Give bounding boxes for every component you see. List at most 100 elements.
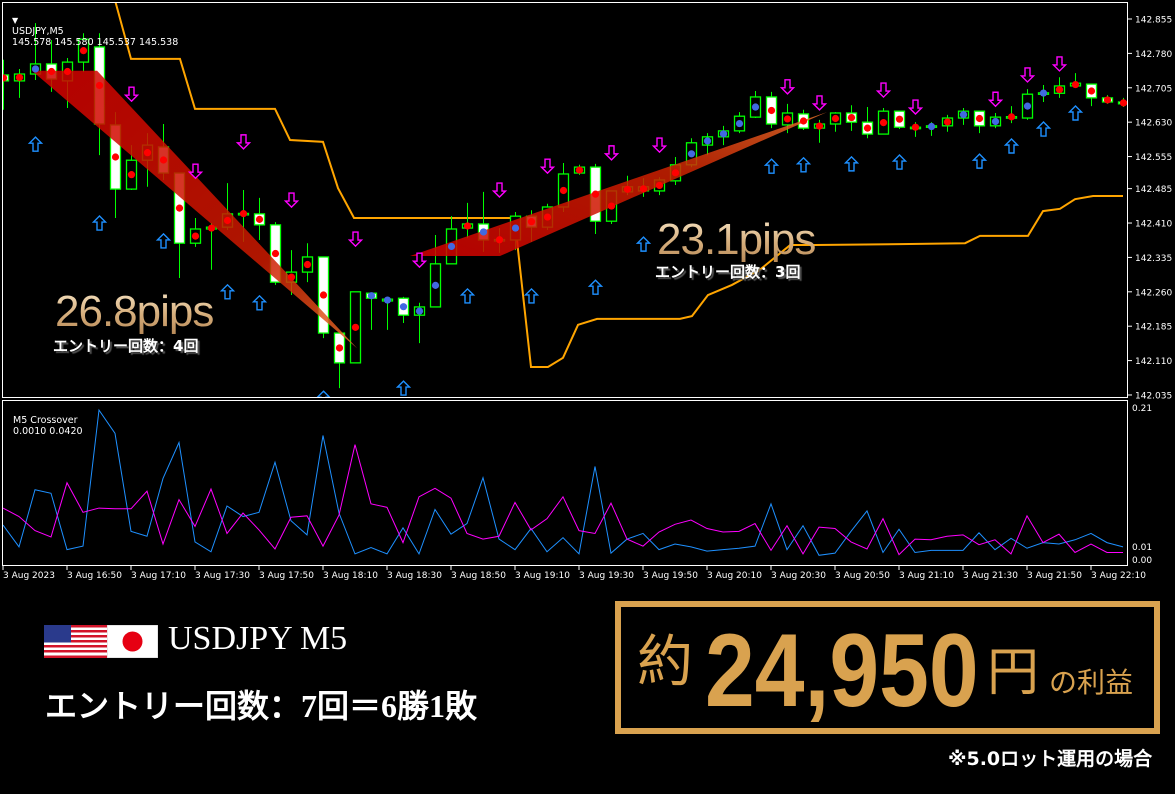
- price-chart[interactable]: 142.855 142.780 142.705 142.630 142.555 142.4…: [0, 0, 1175, 590]
- sell-arrow-icon: [235, 134, 252, 150]
- red-signal-dot: [463, 222, 472, 230]
- price-tick-label: 142.630: [1135, 119, 1172, 129]
- red-signal-dot: [879, 119, 888, 127]
- buy-arrow-icon: [219, 283, 236, 300]
- buy-arrow-icon: [795, 156, 812, 173]
- candle: [333, 332, 346, 389]
- price-tick-label: 142.260: [1135, 288, 1172, 298]
- pair-timeframe-title: USDJPY M5: [168, 620, 348, 657]
- price-tick-label: 142.780: [1135, 50, 1172, 60]
- red-signal-dot: [767, 106, 776, 115]
- candle: [861, 107, 874, 139]
- trade1-pips-label: 26.8pips: [55, 287, 214, 336]
- red-signal-dot: [863, 124, 872, 132]
- red-signal-dot: [591, 190, 600, 198]
- sell-arrow-icon: [347, 231, 364, 248]
- blue-signal-dot: [751, 103, 760, 111]
- time-tick-label: 3 Aug 22:10: [1091, 571, 1146, 581]
- sell-arrow-icon: [603, 145, 620, 161]
- profit-box: 約 24,950 円 の利益: [615, 601, 1160, 734]
- collapse-triangle-icon[interactable]: ▼: [12, 16, 19, 25]
- red-signal-dot: [943, 118, 952, 126]
- profit-prefix: 約: [637, 630, 693, 695]
- sell-arrow-icon: [1051, 56, 1068, 72]
- red-signal-dot: [799, 117, 808, 125]
- blue-signal-dot: [415, 307, 424, 315]
- buy-arrow-icon: [1035, 121, 1052, 137]
- buy-arrow-icon: [316, 390, 331, 397]
- red-signal-dot: [655, 181, 664, 190]
- red-signal-dot: [63, 67, 72, 76]
- blue-signal-dot: [1039, 89, 1048, 97]
- symbol-label: USDJPY,M5: [12, 26, 64, 37]
- time-tick-label: 3 Aug 20:10: [707, 571, 762, 581]
- sell-arrow-icon: [1019, 67, 1036, 83]
- indicator-values: 0.0010 0.0420: [13, 426, 83, 437]
- buy-arrow-icon: [1067, 105, 1084, 121]
- buy-arrow-icon: [395, 380, 412, 396]
- blue-signal-dot: [703, 137, 712, 145]
- time-tick-label: 3 Aug 18:10: [323, 571, 378, 581]
- oscillator-magenta-line: [3, 444, 1123, 556]
- time-tick-label: 3 Aug 18:30: [387, 571, 442, 581]
- buy-arrow-icon: [91, 215, 108, 231]
- main-panel-frame: [2, 2, 1128, 398]
- oscillator-tick-label: 0.21: [1132, 404, 1152, 414]
- price-tick-label: 142.110: [1135, 357, 1172, 367]
- sell-arrow-icon: [411, 252, 428, 269]
- red-signal-dot: [335, 344, 344, 352]
- sell-arrow-icon: [651, 137, 668, 154]
- time-tick-label: 3 Aug 21:30: [963, 571, 1018, 581]
- red-signal-dot: [127, 171, 136, 179]
- buy-arrow-icon: [523, 287, 540, 304]
- red-signal-dot: [303, 260, 312, 269]
- red-signal-dot: [1087, 87, 1096, 95]
- buy-arrow-icon: [635, 236, 652, 252]
- red-signal-dot: [319, 291, 328, 299]
- trade2-pips-label: 23.1pips: [657, 215, 816, 264]
- blue-signal-dot: [1023, 102, 1032, 110]
- red-signal-dot: [287, 273, 296, 281]
- time-tick-label: 3 Aug 20:50: [835, 571, 890, 581]
- red-signal-dot: [95, 81, 104, 90]
- price-tick-label: 142.185: [1135, 323, 1172, 333]
- profit-unit: 円: [987, 643, 1040, 703]
- candle: [13, 68, 26, 98]
- oscillator-blue-line: [3, 408, 1124, 556]
- blue-signal-dot: [479, 228, 488, 236]
- sell-arrow-icon: [491, 182, 508, 199]
- red-signal-dot: [1055, 86, 1064, 94]
- buy-arrow-icon: [891, 154, 908, 170]
- red-signal-dot: [223, 216, 232, 225]
- sell-arrow-icon: [187, 163, 204, 180]
- price-tick-label: 142.855: [1135, 16, 1172, 26]
- time-tick-label: 3 Aug 19:50: [643, 571, 698, 581]
- red-signal-dot: [911, 123, 920, 131]
- time-tick-label: 3 Aug 20:30: [771, 571, 826, 581]
- price-tick-label: 142.410: [1135, 220, 1172, 230]
- price-tick-label: 142.335: [1135, 254, 1172, 264]
- buy-arrow-icon: [763, 158, 780, 174]
- japan-flag-icon: [107, 625, 158, 658]
- red-signal-dot: [79, 47, 88, 55]
- candle: [973, 110, 986, 134]
- profit-suffix: の利益: [1049, 666, 1134, 699]
- chart-header: ▼ USDJPY,M5 145.578 145.580 145.537 145.…: [6, 4, 178, 48]
- buy-arrow-icon: [843, 155, 860, 172]
- red-signal-dot: [831, 114, 840, 123]
- buy-arrow-icon: [971, 153, 988, 169]
- trailing-stop-line: [114, 3, 1123, 369]
- price-tick-label: 142.035: [1135, 391, 1172, 401]
- red-signal-dot: [543, 213, 552, 221]
- red-signal-dot: [815, 122, 824, 130]
- sell-arrow-icon: [123, 86, 140, 103]
- buy-arrow-icon: [27, 136, 44, 152]
- red-signal-dot: [271, 249, 280, 258]
- red-signal-dot: [1007, 113, 1016, 121]
- red-signal-dot: [783, 115, 792, 123]
- red-signal-dot: [255, 215, 264, 223]
- red-signal-dot: [575, 166, 584, 174]
- blue-signal-dot: [447, 242, 456, 251]
- blue-signal-dot: [687, 150, 696, 158]
- sell-arrow-icon: [987, 91, 1004, 108]
